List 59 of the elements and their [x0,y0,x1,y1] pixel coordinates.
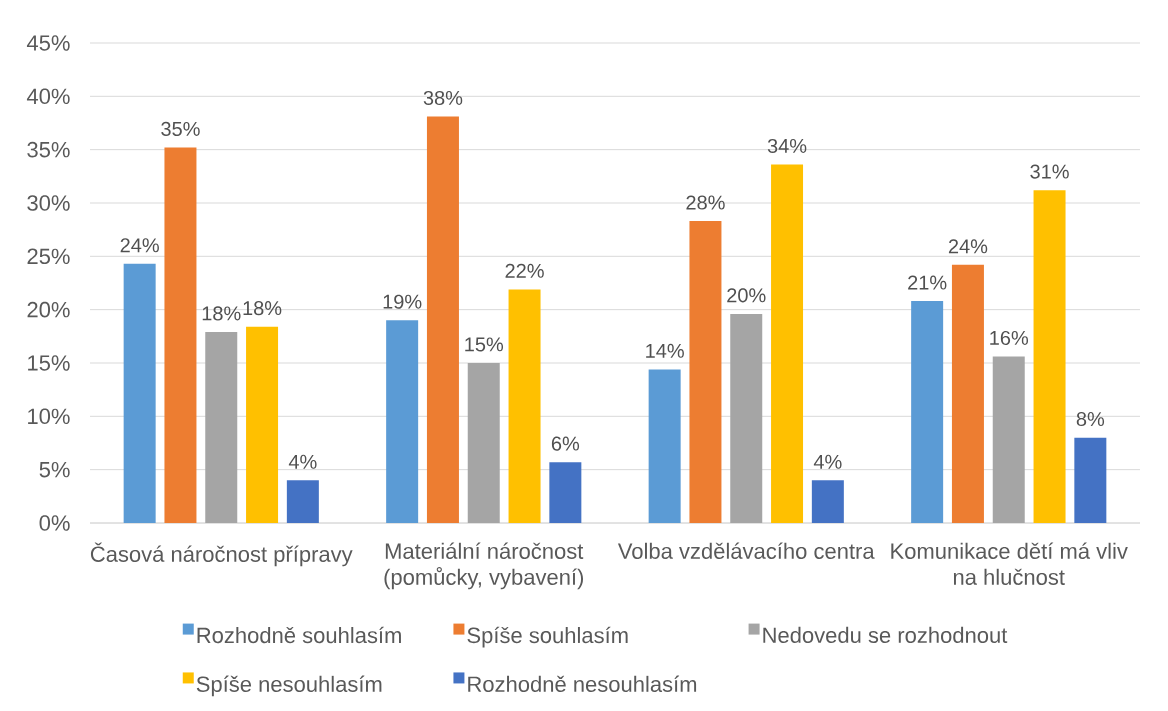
bar [549,462,582,523]
bar [1074,437,1107,523]
y-tick-label: 35% [27,141,70,158]
x-tick-label: Materiální náročnost (pomůcky, vybavení) [384,542,584,590]
bar [689,221,722,523]
data-label: 31% [1030,164,1069,179]
y-tick-label: 25% [27,248,70,265]
data-label: 38% [423,90,463,106]
x-tick-label: Komunikace dětí má vliv na hlučnost [891,542,1128,585]
data-label: 28% [686,195,725,210]
data-label: 22% [505,263,544,278]
data-label: 34% [767,138,807,154]
bar [467,362,500,523]
data-label: 15% [465,337,504,352]
bar [648,369,681,523]
legend-label: Nedovedu se rozhodnout [763,626,1008,644]
bar [911,301,944,523]
x-tick-label: Časová náročnost přípravy [90,542,353,567]
legend-label: Spíše nesouhlasím [196,675,382,697]
bar [730,313,763,523]
y-tick-label: 20% [27,301,70,318]
data-label: 18% [202,306,241,321]
y-tick-label: 5% [39,461,70,478]
legend-label: Rozhodně souhlasím [197,626,401,644]
y-tick-label: 30% [27,195,70,211]
x-tick-label: Volba vzdělávacího centra [617,542,875,559]
data-label: 16% [990,330,1029,346]
y-tick-label: 40% [26,88,70,105]
y-tick-label: 10% [28,408,70,425]
data-label: 24% [120,238,159,253]
data-label: 4% [288,454,317,469]
bar [811,480,844,523]
data-label: 14% [646,343,684,358]
bar [246,326,279,523]
bar [951,264,984,523]
data-label: 35% [161,121,200,136]
bar [1033,190,1066,523]
y-tick-label: 0% [39,515,70,531]
bar [508,289,541,523]
bar [164,147,197,523]
data-label: 6% [551,436,580,451]
data-label: 20% [727,288,766,303]
legend-label: Rozhodně nesouhlasím [468,675,697,693]
bar [286,480,319,523]
data-label: 18% [243,301,282,316]
bar [992,356,1025,523]
data-label: 24% [948,239,988,254]
bar [426,116,459,523]
data-label: 8% [1076,411,1105,427]
data-label: 19% [383,294,422,309]
bar [771,164,804,523]
bar [205,332,238,523]
bar [386,320,419,523]
y-tick-label: 15% [28,355,70,371]
data-label: 4% [813,454,842,469]
legend-label: Spíše souhlasím [467,626,628,648]
bar [123,263,156,523]
data-label: 21% [908,275,947,290]
y-tick-label: 45% [26,35,70,51]
